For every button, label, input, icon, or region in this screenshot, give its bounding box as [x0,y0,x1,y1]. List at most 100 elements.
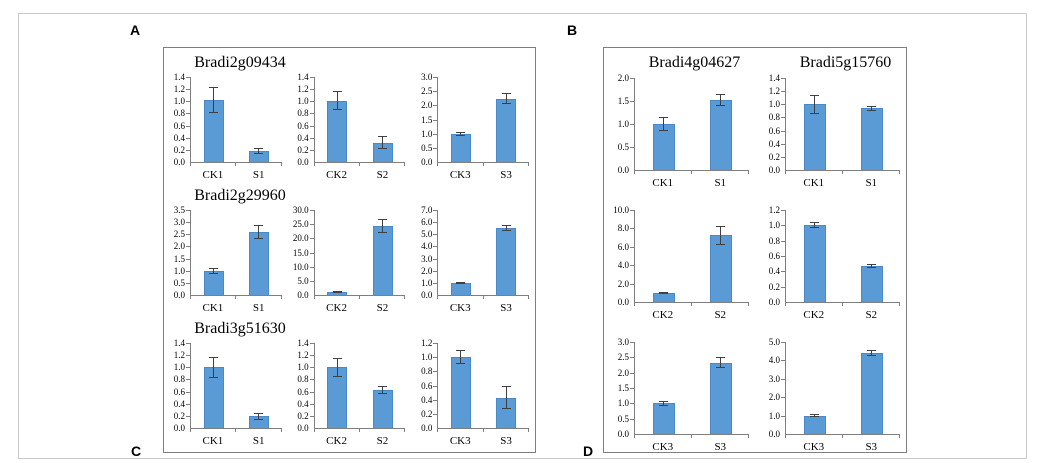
gene-row: Bradi2g29960 0.0 0.5 1.0 1.5 2.0 2.5 3.0 3.5 CK1… [164,187,535,320]
error-bar [716,226,725,245]
y-tick-label: 3.0 [421,253,433,264]
x-axis-tick [404,163,406,166]
error-bar-line [814,223,815,228]
plot-area [781,210,900,306]
y-tick-label: 1.2 [768,86,780,97]
y-tick-label: 2.0 [421,265,433,276]
y-tick-label: 0.6 [173,120,185,131]
charts-row: 0.0 0.2 0.4 0.6 0.8 1.0 1.2 1.4 CK1 S1 0.0 0.2 0.4 0.… [164,339,535,447]
x-axis-tick [748,171,749,174]
data-bar [652,292,675,302]
y-tick-label: 4.0 [617,260,629,271]
error-bar-line [382,386,384,393]
x-category-labels: CK3 S3 [437,435,529,447]
y-axis-tick [433,343,438,344]
y-axis-tick [309,367,314,369]
x-axis-tick [437,163,439,166]
y-axis-labels: 0.0 0.2 0.4 0.6 0.8 1.0 1.2 [411,339,437,433]
charts-row: 0.0 0.5 1.0 1.5 2.0 CK1 S1 0.0 0.2 0.4 0.6 0.8 1.0 1.… [604,74,906,189]
error-bar [867,105,876,111]
y-tick-label: 0.0 [617,165,629,175]
plot-area [433,343,529,432]
x-axis-tick [634,435,635,438]
y-axis-tick [309,343,314,344]
y-axis-tick [309,224,314,226]
y-axis-tick [630,372,634,374]
y-tick-label: 3.0 [421,72,433,82]
y-tick-label: 4.0 [768,355,780,366]
x-category-label: S2 [865,309,878,321]
y-axis-tick [433,371,438,373]
error-bar-line [213,88,215,112]
x-category-label: S1 [252,169,265,181]
y-axis-tick [630,388,634,389]
y-axis-labels: 0.0 0.5 1.0 1.5 2.0 2.5 3.0 3.5 [164,206,190,300]
y-axis-tick [309,355,314,357]
x-category-label: S3 [500,169,512,181]
y-axis-tick [433,105,438,107]
plot-column: CK2 S2 [309,210,412,314]
y-axis-tick [309,280,314,282]
y-tick-label: 0.0 [768,297,780,307]
y-tick-label: 0.8 [297,108,309,119]
charts-row: 0.0 0.5 1.0 1.5 2.0 2.5 3.0 3.5 CK1 S1 0.0 5.0 10.0 1… [164,206,535,314]
y-tick-label: 0.6 [768,125,780,136]
error-bar [209,356,219,378]
y-tick-label: 1.0 [617,398,629,409]
y-tick-label: 0.5 [617,142,629,152]
x-axis-tick [691,171,692,174]
y-axis-tick [781,342,785,343]
y-tick-label: 5.0 [297,275,309,286]
y-axis-tick [433,147,438,149]
y-axis-tick [309,252,314,254]
y-axis-tick [309,77,314,78]
y-axis-tick [433,282,438,284]
error-bar [716,94,725,107]
x-category-labels: CK3 S3 [785,441,900,453]
error-bar-line [814,414,815,417]
mini-bar-chart: 0.0 0.2 0.4 0.6 0.8 1.0 1.2 1.4 CK2 S2 [288,73,412,181]
plot-area [781,342,900,438]
y-axis-tick [433,357,438,359]
error-bar [209,87,219,113]
error-bar-line [460,132,462,135]
data-bar [709,100,732,170]
error-bar-line [258,149,260,154]
x-category-label: CK2 [326,169,347,181]
y-tick-label: 0.4 [297,398,309,409]
y-tick-label: 1.5 [617,383,629,393]
x-category-label: S1 [714,177,727,189]
panel-box-right: Bradi4g04627 Bradi5g15760 0.0 0.5 1.0 1.5 2.… [603,47,907,453]
error-bar [501,225,511,232]
x-category-label: CK3 [449,435,471,447]
y-axis-tick [309,415,314,417]
x-category-label: S3 [500,302,512,314]
x-category-label: S2 [376,169,389,181]
data-bar [372,389,393,428]
y-tick-label: 0.0 [421,423,433,433]
error-bar [378,135,388,150]
y-axis-tick [186,355,190,357]
y-tick-label: 0.2 [297,410,309,421]
y-tick-label: 4.0 [421,241,433,252]
y-axis-tick [433,91,438,93]
y-axis-labels: 0.0 0.2 0.4 0.6 0.8 1.0 1.2 1.4 [755,74,785,175]
x-category-label: CK2 [326,302,347,314]
error-bar-line [336,358,338,376]
y-tick-label: 1.0 [173,265,185,276]
y-tick-label: 0.0 [173,423,185,433]
error-bar-line [258,225,260,239]
y-tick-label: 8.0 [617,223,629,234]
x-axis-tick [785,435,786,438]
y-axis-tick [309,238,314,240]
data-bar [496,228,517,295]
plot-area [433,210,529,299]
y-axis-tick [309,113,314,115]
error-bar-line [663,118,664,130]
gene-title: Bradi5g15760 [799,54,892,71]
y-axis-tick [433,234,438,236]
y-axis-labels: 0.0 1.0 2.0 3.0 4.0 5.0 6.0 7.0 [411,206,437,300]
y-tick-label: 1.0 [173,96,185,107]
x-axis-tick [634,303,635,306]
mini-bar-chart: 0.0 0.2 0.4 0.6 0.8 1.0 1.2 CK2 S2 [755,206,906,321]
